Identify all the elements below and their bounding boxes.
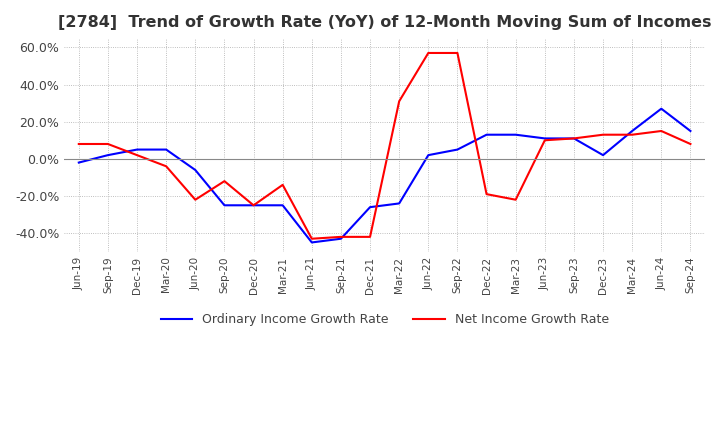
Ordinary Income Growth Rate	[686, 128, 695, 134]
Ordinary Income Growth Rate	[74, 160, 83, 165]
Line: Ordinary Income Growth Rate: Ordinary Income Growth Rate	[78, 109, 690, 242]
Net Income Growth Rate	[541, 138, 549, 143]
Ordinary Income Growth Rate	[307, 240, 316, 245]
Ordinary Income Growth Rate	[220, 203, 229, 208]
Ordinary Income Growth Rate	[191, 167, 199, 172]
Ordinary Income Growth Rate	[366, 205, 374, 210]
Net Income Growth Rate	[482, 191, 491, 197]
Net Income Growth Rate	[599, 132, 608, 137]
Ordinary Income Growth Rate	[657, 106, 665, 111]
Net Income Growth Rate	[570, 136, 578, 141]
Ordinary Income Growth Rate	[104, 153, 112, 158]
Net Income Growth Rate	[191, 197, 199, 202]
Net Income Growth Rate	[104, 141, 112, 147]
Ordinary Income Growth Rate	[570, 136, 578, 141]
Net Income Growth Rate	[249, 203, 258, 208]
Net Income Growth Rate	[220, 179, 229, 184]
Net Income Growth Rate	[337, 234, 346, 239]
Ordinary Income Growth Rate	[132, 147, 141, 152]
Net Income Growth Rate	[162, 164, 171, 169]
Net Income Growth Rate	[657, 128, 665, 134]
Ordinary Income Growth Rate	[424, 153, 433, 158]
Net Income Growth Rate	[686, 141, 695, 147]
Ordinary Income Growth Rate	[337, 236, 346, 242]
Net Income Growth Rate	[366, 234, 374, 239]
Ordinary Income Growth Rate	[482, 132, 491, 137]
Title: [2784]  Trend of Growth Rate (YoY) of 12-Month Moving Sum of Incomes: [2784] Trend of Growth Rate (YoY) of 12-…	[58, 15, 711, 30]
Line: Net Income Growth Rate: Net Income Growth Rate	[78, 53, 690, 239]
Net Income Growth Rate	[453, 50, 462, 55]
Net Income Growth Rate	[74, 141, 83, 147]
Net Income Growth Rate	[511, 197, 520, 202]
Ordinary Income Growth Rate	[279, 203, 287, 208]
Net Income Growth Rate	[424, 50, 433, 55]
Ordinary Income Growth Rate	[162, 147, 171, 152]
Ordinary Income Growth Rate	[599, 153, 608, 158]
Net Income Growth Rate	[307, 236, 316, 242]
Net Income Growth Rate	[132, 153, 141, 158]
Ordinary Income Growth Rate	[511, 132, 520, 137]
Legend: Ordinary Income Growth Rate, Net Income Growth Rate: Ordinary Income Growth Rate, Net Income …	[156, 308, 613, 331]
Ordinary Income Growth Rate	[249, 203, 258, 208]
Net Income Growth Rate	[395, 99, 403, 104]
Ordinary Income Growth Rate	[628, 128, 636, 134]
Ordinary Income Growth Rate	[541, 136, 549, 141]
Net Income Growth Rate	[628, 132, 636, 137]
Net Income Growth Rate	[279, 182, 287, 187]
Ordinary Income Growth Rate	[395, 201, 403, 206]
Ordinary Income Growth Rate	[453, 147, 462, 152]
